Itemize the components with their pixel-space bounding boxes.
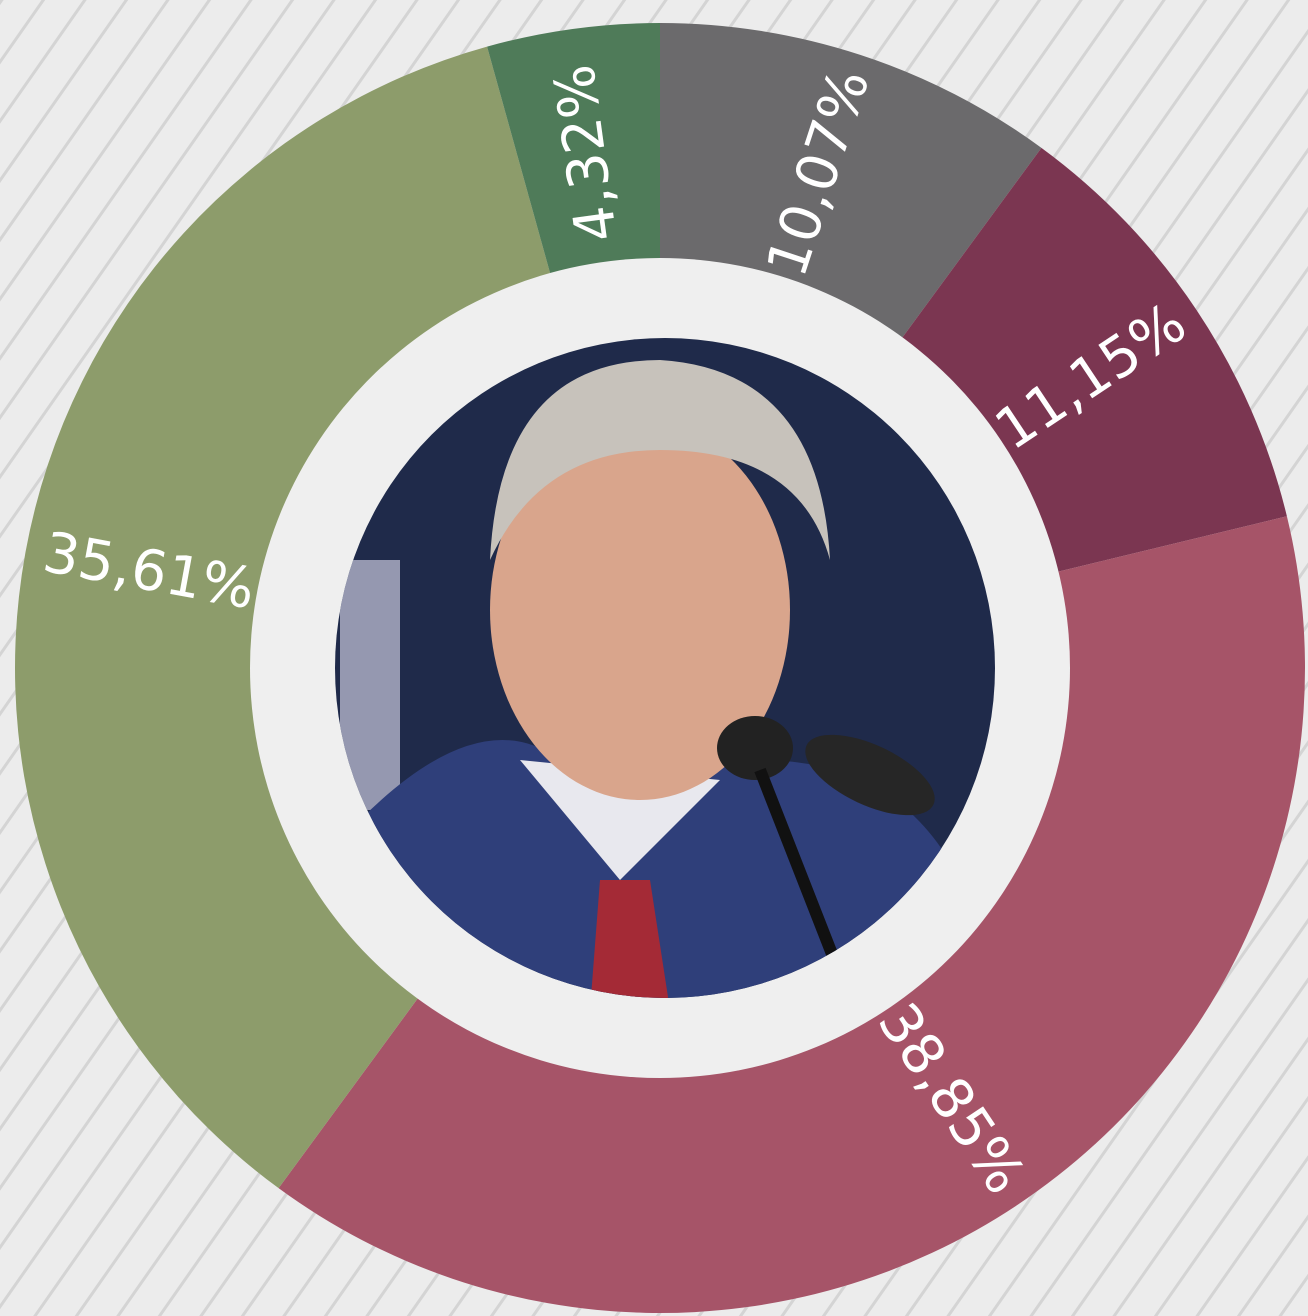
page: 10,07%11,15%38,85%35,61%4,32% (() => { c… [0,0,1308,1316]
chart: 10,07%11,15%38,85%35,61%4,32% [0,0,1308,1316]
